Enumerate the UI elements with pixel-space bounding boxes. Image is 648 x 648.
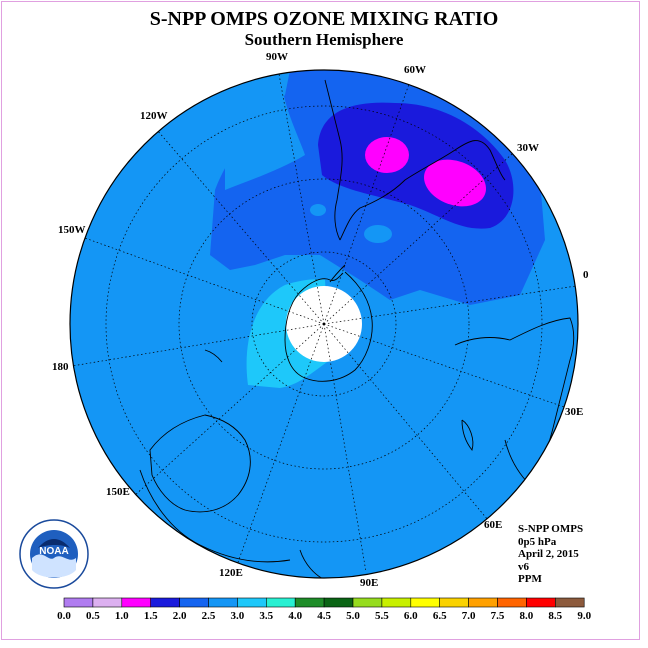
colorbar-tick-label: 7.5 (491, 610, 505, 622)
label-60e: 60E (484, 519, 502, 531)
colorbar-box (439, 597, 469, 608)
label-30e: 30E (565, 406, 583, 418)
label-120e: 120E (219, 567, 243, 579)
field-blob-2 (310, 204, 326, 216)
info-satellite: S-NPP OMPS (518, 523, 584, 535)
colorbar-box (323, 597, 354, 608)
colorbar-box (410, 597, 440, 608)
colorbar-box (150, 597, 180, 608)
colorbar-tick-label: 3.5 (259, 610, 273, 622)
coastlines (139, 79, 575, 578)
colorbar-tick-label: 3.0 (231, 610, 245, 622)
colorbar-tick-label: 0.5 (86, 610, 100, 622)
field-blob-1 (364, 225, 392, 243)
colorbar-box (352, 597, 383, 608)
colorbar-box (381, 597, 412, 608)
label-180: 180 (52, 361, 69, 373)
info-units: PPM (518, 573, 542, 585)
label-150w: 150W (58, 224, 86, 236)
colorbar-box (526, 597, 556, 608)
field-1-0-cell-east (424, 159, 486, 207)
field-2-5-tongue (225, 85, 305, 190)
label-120w: 120W (140, 110, 168, 122)
label-60w: 60W (404, 64, 426, 76)
colorbar-tick-label: 9.0 (577, 610, 591, 622)
colorbar-tick-label: 4.5 (317, 610, 331, 622)
map-border (69, 69, 579, 579)
label-150e: 150E (106, 486, 130, 498)
colorbar-box (468, 597, 498, 608)
info-pressure: 0p5 hPa (518, 535, 557, 548)
info-block: S-NPP OMPS 0p5 hPa April 2, 2015 v6 PPM (518, 523, 583, 586)
colorbar-tick-label: 0.0 (57, 610, 71, 622)
colorbar-box (237, 597, 267, 608)
colorbar-box (63, 597, 94, 608)
figure-frame (1, 1, 640, 640)
label-90w: 90W (266, 51, 288, 63)
label-90e: 90E (360, 577, 378, 589)
colorbar-tick-label: 6.0 (404, 610, 418, 622)
colorbar-box (179, 597, 209, 608)
colorbar-tick-label: 5.5 (375, 610, 389, 622)
colorbar-tick-label: 8.0 (520, 610, 534, 622)
colorbar-box (554, 597, 585, 608)
label-30w: 30W (517, 142, 539, 154)
map-title: S-NPP OMPS OZONE MIXING RATIO (149, 8, 499, 30)
colorbar-box (265, 597, 296, 608)
colorbar-box (497, 597, 527, 608)
colorbar-tick-label: 7.0 (462, 610, 476, 622)
colorbar-box (294, 597, 325, 608)
colorbar-tick-label: 1.0 (115, 610, 129, 622)
colorbar-tick-label: 1.5 (144, 610, 158, 622)
info-date: April 2, 2015 (518, 548, 579, 560)
colorbar-tick-label: 8.5 (548, 610, 562, 622)
field-1-0-cell-west (365, 137, 409, 173)
logo-text: NOAA (39, 546, 68, 557)
meridian-labels: 90W 60W 120W 30W 150W 0 180 30E 150E 60E… (52, 51, 589, 589)
colorbar-tick-label: 5.0 (346, 610, 360, 622)
colorbar-tick-label: 4.0 (288, 610, 302, 622)
colorbar-box (92, 597, 123, 608)
colorbar-box (121, 597, 152, 608)
colorbar-tick-label: 2.0 (173, 610, 187, 622)
label-0: 0 (583, 269, 589, 281)
meridian-lines (71, 73, 577, 573)
colorbar-tick-label: 2.5 (202, 610, 216, 622)
map-subtitle: Southern Hemisphere (244, 30, 404, 49)
ozone-field (70, 70, 578, 578)
latitude-rings (105, 105, 543, 543)
colorbar-box (208, 597, 238, 608)
noaa-logo: NOAA (19, 519, 89, 589)
info-version: v6 (518, 560, 529, 573)
colorbar-tick-label: 6.5 (433, 610, 447, 622)
